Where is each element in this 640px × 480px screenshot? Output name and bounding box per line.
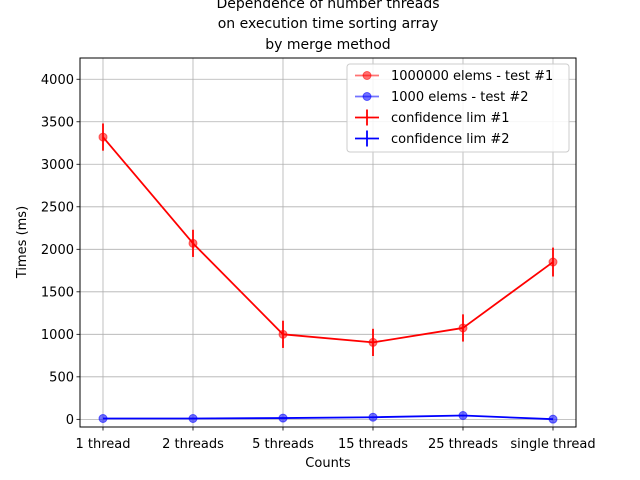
data-point [458,411,468,421]
legend-label: 1000 elems - test #2 [391,90,528,105]
data-point [368,337,378,347]
series-line [103,414,554,421]
y-tick-label: 2000 [41,243,74,258]
data-point [368,412,378,422]
y-tick-label: 1500 [41,285,74,300]
plot-frame [79,57,577,428]
x-tick-label: 5 threads [252,437,314,452]
legend-label: 1000000 elems - test #1 [391,69,553,84]
legend-frame [346,63,570,153]
y-tick-label: 3000 [41,158,74,173]
y-tick-label: 4000 [41,73,74,88]
x-tick-label: 2 threads [162,437,224,452]
data-point [188,413,198,423]
x-axis-label: Counts [305,456,351,471]
series-line [102,136,554,344]
data-point [98,132,108,142]
title-line: on execution time sorting array [218,16,439,32]
x-tick-label: 25 threads [428,437,498,452]
series [98,123,558,424]
data-point [98,413,108,423]
legend-marker [362,92,372,101]
data-point [278,413,288,423]
data-point [278,329,288,339]
legend-label: confidence lim #1 [391,111,509,126]
x-tick-label: single thread [510,437,595,452]
legend: 1000000 elems - test #1 1000 elems - test… [346,63,570,153]
x-tick-label: 15 threads [338,437,408,452]
legend-marker [362,71,372,80]
x-axis-ticks: 1 thread 2 threads 5 threads 15 threads 25 t… [75,427,596,452]
y-axis-ticks: 0 500 1000 1500 2000 2500 3000 3500 4000 [41,73,80,428]
y-tick-label: 500 [49,370,74,385]
data-point [548,257,558,267]
y-axis-label: Times (ms) [15,206,30,279]
y-tick-label: 0 [66,413,74,428]
data-point [188,238,198,248]
y-tick-label: 3500 [41,115,74,130]
title-line: by merge method [265,37,390,53]
data-point [458,323,468,333]
title-line: Dependence of number threads [216,0,439,12]
legend-label: confidence lim #2 [391,132,509,147]
x-tick-label: 1 thread [75,437,130,452]
y-tick-label: 1000 [41,328,74,343]
chart-title: Dependence of number threads on executio… [216,0,439,53]
y-tick-label: 2500 [41,200,74,215]
data-point [548,414,558,424]
